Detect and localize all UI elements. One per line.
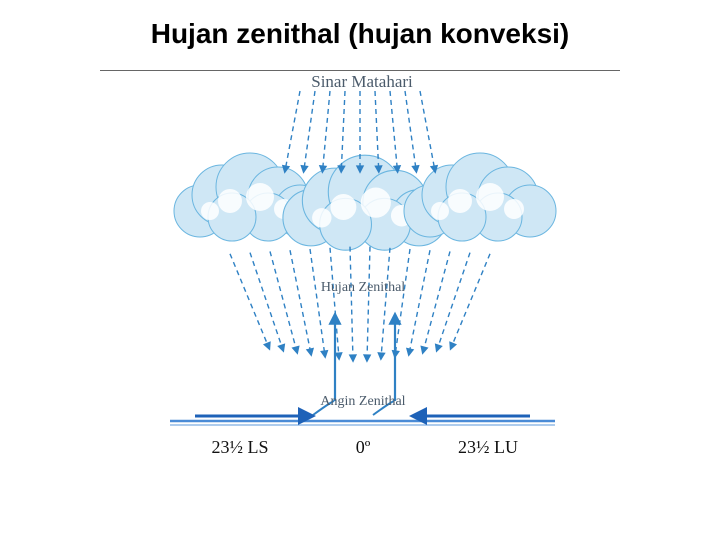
- zenithal-diagram: Sinar Matahari Hujan Zenithal Angin Zenith…: [100, 70, 620, 490]
- diagram-svg: Sinar Matahari Hujan Zenithal Angin Zenith…: [100, 71, 620, 491]
- axis-left: 23½ LS: [211, 437, 268, 457]
- label-sun: Sinar Matahari: [311, 72, 413, 91]
- label-wind: Angin Zenithal: [320, 394, 405, 409]
- axis-right: 23½ LU: [458, 437, 518, 457]
- title-text: Hujan zenithal (hujan konveksi): [151, 18, 570, 49]
- axis-center: 0º: [356, 437, 371, 457]
- page-title: Hujan zenithal (hujan konveksi): [0, 18, 720, 50]
- label-rain: Hujan Zenithal: [321, 280, 405, 295]
